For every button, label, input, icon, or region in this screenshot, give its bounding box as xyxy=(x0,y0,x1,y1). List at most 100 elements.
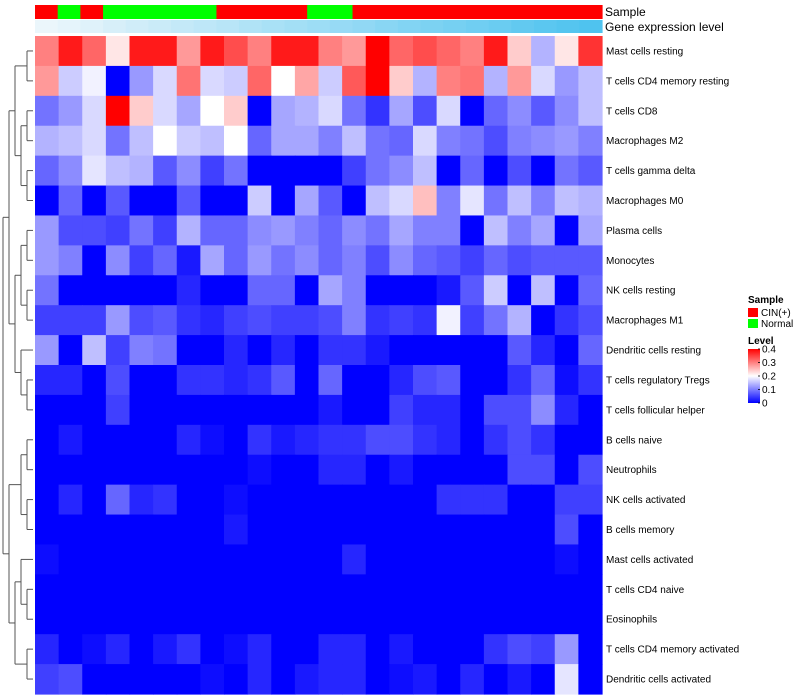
heatmap-cell xyxy=(531,634,556,665)
expression-annotation-cell xyxy=(80,20,104,33)
heatmap-cell xyxy=(153,544,178,575)
heatmap-cell xyxy=(342,514,367,546)
heatmap-cell xyxy=(318,155,343,187)
row-label: Plasma cells xyxy=(606,226,662,237)
heatmap-cell xyxy=(105,454,131,486)
heatmap-cell xyxy=(483,664,509,695)
heatmap-cell xyxy=(176,245,201,276)
heatmap-cell xyxy=(224,335,249,366)
heatmap-cell xyxy=(247,664,272,695)
heatmap-cell xyxy=(58,574,83,605)
heatmap-cell xyxy=(294,424,320,456)
heatmap-cell xyxy=(413,335,438,366)
heatmap-cell xyxy=(176,155,201,187)
heatmap-cell xyxy=(58,544,83,575)
legend-level-ticks: 0.4 0.3 0.2 0.1 0 xyxy=(758,345,776,410)
heatmap-cell xyxy=(58,514,83,546)
heatmap-cell xyxy=(413,365,438,396)
heatmap-cell xyxy=(460,604,485,635)
heatmap-cell xyxy=(554,275,579,306)
row-label: T cells CD8 xyxy=(606,106,658,117)
heatmap-cell xyxy=(436,215,461,246)
heatmap-cell xyxy=(342,275,367,306)
heatmap-cell xyxy=(153,305,178,336)
heatmap-cell xyxy=(271,514,296,546)
heatmap-cell xyxy=(460,335,485,366)
heatmap-cell xyxy=(58,604,83,635)
sample-track-label: Sample xyxy=(605,5,646,19)
expression-annotation-cell xyxy=(420,20,444,33)
heatmap-cell xyxy=(271,155,296,187)
heatmap-cell xyxy=(58,65,83,97)
heatmap-cell xyxy=(58,125,83,157)
heatmap-cell xyxy=(483,454,509,486)
heatmap-cells xyxy=(35,36,603,695)
heatmap-cell xyxy=(82,454,107,486)
heatmap-cell xyxy=(554,215,579,246)
legend-tick-label: 0.3 xyxy=(762,358,776,369)
heatmap-cell xyxy=(176,305,201,336)
heatmap-cell xyxy=(413,634,438,665)
sample-annotation-cell xyxy=(556,5,580,19)
heatmap-cell xyxy=(35,245,60,276)
expression-annotation-cell xyxy=(216,20,240,33)
heatmap-cell xyxy=(436,604,461,635)
expression-annotation-cell xyxy=(443,20,467,33)
heatmap-cell xyxy=(129,275,154,306)
row-label: T cells CD4 memory activated xyxy=(606,645,739,656)
heatmap-cell xyxy=(247,424,272,456)
heatmap-cell xyxy=(200,544,225,575)
heatmap-cell xyxy=(365,424,390,456)
heatmap-cell xyxy=(342,394,367,426)
heatmap-cell xyxy=(578,514,603,546)
heatmap-cell xyxy=(507,245,532,276)
heatmap-cell xyxy=(413,424,438,456)
heatmap-cell xyxy=(247,245,272,276)
heatmap-cell xyxy=(153,424,178,456)
heatmap-cell xyxy=(58,484,83,516)
heatmap-cell xyxy=(35,604,60,635)
sample-annotation-cell xyxy=(307,5,331,19)
heatmap-cell xyxy=(507,514,532,546)
heatmap-cell xyxy=(507,394,532,426)
heatmap-cell xyxy=(483,604,509,635)
heatmap-cell xyxy=(35,365,60,396)
heatmap-cell xyxy=(129,125,154,157)
heatmap-cell xyxy=(436,95,461,127)
heatmap-cell xyxy=(554,125,579,157)
heatmap-cell xyxy=(153,245,178,276)
heatmap-cell xyxy=(483,125,509,157)
heatmap-cell xyxy=(82,275,107,306)
heatmap-cell xyxy=(58,95,83,127)
heatmap-cell xyxy=(531,544,556,575)
heatmap-cell xyxy=(483,185,509,217)
heatmap-cell xyxy=(176,275,201,306)
heatmap-cell xyxy=(318,664,343,695)
heatmap-cell xyxy=(342,424,367,456)
heatmap-cell xyxy=(200,604,225,635)
heatmap-cell xyxy=(200,424,225,456)
heatmap-cell xyxy=(413,394,438,426)
heatmap-cell xyxy=(389,394,414,426)
heatmap-cell xyxy=(460,155,485,187)
heatmap-cell xyxy=(578,484,603,516)
legend-label-cin: CIN(+) xyxy=(761,308,791,319)
heatmap-cell xyxy=(129,424,154,456)
heatmap-cell xyxy=(224,36,249,67)
expression-annotation-cell xyxy=(125,20,149,33)
heatmap-cell xyxy=(578,95,603,127)
legend-tick-label: 0.1 xyxy=(762,385,776,396)
heatmap-cell xyxy=(58,664,83,695)
heatmap-cell xyxy=(342,245,367,276)
heatmap-cell xyxy=(531,394,556,426)
heatmap-cell xyxy=(105,424,131,456)
sample-annotation-cell xyxy=(35,5,59,19)
heatmap-cell xyxy=(507,95,532,127)
heatmap-cell xyxy=(531,514,556,546)
heatmap-cell xyxy=(365,604,390,635)
expression-annotation-cell xyxy=(511,20,535,33)
heatmap-cell xyxy=(247,185,272,217)
heatmap-cell xyxy=(294,245,320,276)
heatmap-cell xyxy=(342,365,367,396)
heatmap-cell xyxy=(389,245,414,276)
